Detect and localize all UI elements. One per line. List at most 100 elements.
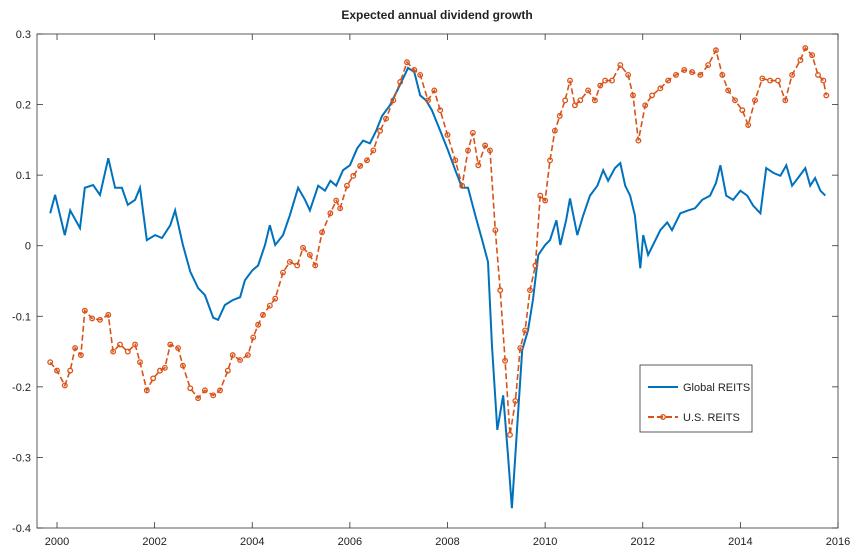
legend-marker	[660, 414, 666, 420]
data-marker	[567, 77, 573, 84]
y-tick-label: 0	[25, 241, 31, 253]
data-marker	[397, 79, 404, 85]
x-tick-label: 2002	[142, 536, 166, 548]
data-marker	[260, 311, 266, 318]
data-marker	[150, 375, 157, 382]
data-marker	[161, 364, 168, 371]
data-marker	[364, 157, 370, 164]
data-marker	[745, 122, 752, 128]
y-tick-label: -0.1	[12, 311, 31, 323]
data-marker	[713, 47, 719, 54]
data-marker	[767, 77, 774, 84]
data-marker	[312, 262, 319, 269]
data-marker	[522, 327, 529, 334]
data-marker	[482, 142, 489, 149]
data-marker	[585, 87, 592, 94]
data-marker	[591, 97, 598, 104]
y-tick-label: -0.4	[12, 523, 31, 535]
data-marker	[404, 59, 410, 66]
data-marker	[802, 45, 809, 52]
data-marker	[617, 62, 624, 69]
data-marker	[719, 71, 726, 78]
data-marker	[820, 77, 827, 84]
data-marker	[732, 97, 738, 104]
data-marker	[117, 341, 123, 348]
data-marker	[789, 71, 796, 78]
data-marker	[635, 137, 642, 144]
series-line	[49, 46, 828, 435]
data-marker	[475, 162, 482, 169]
data-marker	[255, 321, 262, 328]
chart-title: Expected annual dividend growth	[341, 8, 532, 22]
data-marker	[244, 352, 251, 359]
data-marker	[512, 398, 519, 404]
data-marker	[344, 182, 350, 189]
data-marker	[725, 87, 732, 94]
data-marker	[437, 107, 444, 114]
x-tick-label: 2012	[631, 536, 655, 548]
data-marker	[294, 262, 301, 269]
data-marker	[642, 102, 649, 109]
data-marker	[217, 387, 223, 394]
data-marker	[597, 82, 604, 89]
data-marker	[630, 92, 636, 99]
data-marker	[237, 357, 244, 363]
data-marker	[61, 382, 68, 389]
data-marker	[782, 97, 789, 104]
data-marker	[390, 97, 397, 104]
data-marker	[815, 71, 821, 78]
data-marker	[157, 367, 163, 374]
data-marker	[370, 147, 377, 154]
data-marker	[469, 129, 476, 136]
series-line	[49, 66, 827, 509]
data-marker	[72, 345, 79, 351]
data-marker	[547, 157, 553, 164]
data-marker	[502, 357, 509, 364]
data-marker	[250, 334, 257, 341]
data-marker	[759, 75, 766, 82]
x-tick-label: 2006	[338, 536, 362, 548]
data-marker	[411, 67, 418, 73]
data-marker	[77, 352, 84, 359]
data-marker	[383, 115, 389, 122]
data-marker	[452, 157, 459, 164]
data-marker	[272, 295, 279, 302]
data-marker	[132, 341, 139, 348]
data-marker	[556, 112, 563, 119]
data-marker	[417, 71, 424, 78]
data-marker	[517, 345, 524, 351]
data-marker	[201, 387, 208, 394]
x-tick-label: 2016	[826, 536, 850, 548]
legend-label: U.S. REITS	[683, 412, 740, 424]
y-tick-label: 0.2	[16, 100, 31, 112]
data-marker	[333, 197, 340, 204]
data-marker	[167, 341, 174, 348]
data-marker	[143, 387, 150, 394]
data-marker	[649, 92, 655, 99]
data-marker	[47, 359, 54, 366]
data-marker	[752, 97, 758, 104]
data-marker	[224, 367, 231, 374]
y-tick-label: 0.1	[16, 170, 31, 182]
data-marker	[97, 316, 103, 323]
data-marker	[507, 431, 513, 438]
data-marker	[681, 67, 688, 73]
data-marker	[229, 352, 236, 359]
legend-label: Global REITS	[683, 382, 750, 394]
data-marker	[425, 97, 431, 104]
data-marker	[444, 131, 451, 138]
x-tick-label: 2010	[533, 536, 557, 548]
data-marker	[280, 269, 286, 276]
x-tick-label: 2014	[728, 536, 752, 548]
data-marker	[797, 57, 804, 64]
data-marker	[286, 258, 293, 265]
data-marker	[195, 395, 202, 402]
data-marker	[562, 97, 569, 104]
data-marker	[54, 367, 60, 374]
data-marker	[665, 77, 672, 84]
data-marker	[337, 205, 344, 212]
data-marker	[67, 367, 74, 374]
data-marker	[657, 85, 664, 92]
